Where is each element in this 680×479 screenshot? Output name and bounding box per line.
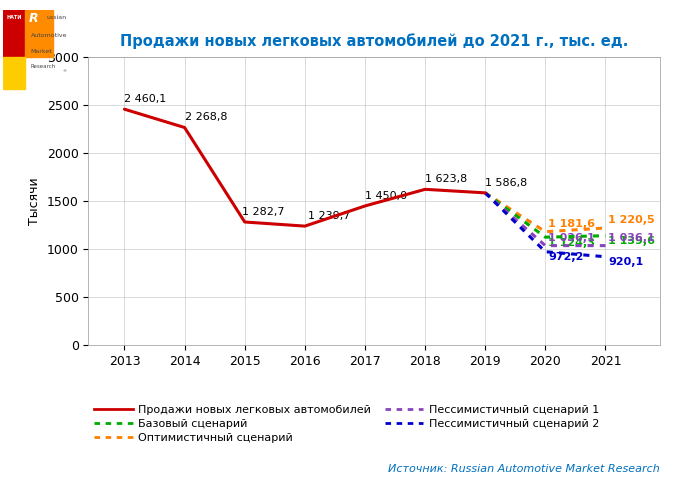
Bar: [3, 57, 25, 89]
Text: 1 139,6: 1 139,6: [609, 236, 656, 246]
Bar: [3, 10, 25, 57]
Text: 1 220,5: 1 220,5: [609, 215, 655, 225]
Text: R: R: [29, 11, 38, 25]
Text: Источник: Russian Automotive Market Research: Источник: Russian Automotive Market Rese…: [388, 464, 660, 474]
Text: ussian: ussian: [46, 15, 67, 20]
Text: 920,1: 920,1: [609, 257, 644, 267]
Text: 1 623,8: 1 623,8: [425, 174, 467, 184]
Text: 1 586,8: 1 586,8: [486, 178, 528, 188]
Text: 1 282,7: 1 282,7: [241, 207, 284, 217]
Text: Market: Market: [31, 48, 52, 54]
Text: 1 124,3: 1 124,3: [548, 238, 595, 248]
Text: 2 268,8: 2 268,8: [184, 112, 227, 122]
Text: 1 181,6: 1 181,6: [548, 219, 596, 229]
Title: Продажи новых легковых автомобилей до 2021 г., тыс. ед.: Продажи новых легковых автомобилей до 20…: [120, 34, 628, 49]
Text: 2 460,1: 2 460,1: [124, 94, 167, 104]
Bar: [25, 10, 52, 57]
Legend: Продажи новых легковых автомобилей, Базовый сценарий, Оптимистичный сценарий, Пе: Продажи новых легковых автомобилей, Базо…: [94, 405, 600, 443]
Text: Research: Research: [31, 64, 56, 69]
Text: 1 450,0: 1 450,0: [365, 191, 407, 201]
Y-axis label: Тысячи: Тысячи: [29, 177, 41, 225]
Text: 1 036,1: 1 036,1: [548, 233, 595, 243]
Text: 972,2: 972,2: [548, 252, 583, 262]
Text: ®: ®: [62, 69, 66, 74]
Text: 1 239,7: 1 239,7: [308, 211, 350, 221]
Text: 1 036,1: 1 036,1: [609, 233, 656, 243]
Text: НАТИ: НАТИ: [7, 15, 22, 20]
Text: Automotive: Automotive: [31, 33, 67, 38]
